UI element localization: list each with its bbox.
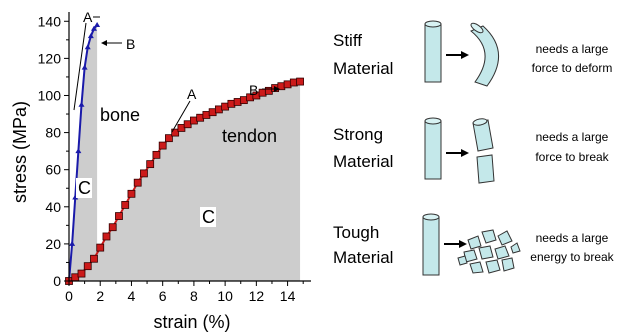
- strong-material-panel: Strong Material needs a large force to b…: [333, 117, 610, 184]
- y-tick-label: 60: [45, 162, 61, 178]
- arrow-icon: [446, 149, 469, 157]
- y-tick-label: 140: [38, 13, 62, 29]
- bone-point: [90, 25, 97, 31]
- bone-point: [94, 21, 101, 27]
- strong-desc-line1: needs a large: [536, 130, 609, 144]
- x-tick-label: 2: [96, 288, 104, 304]
- tendon-point: [158, 141, 167, 150]
- tendon-point: [165, 134, 173, 143]
- bone-line: [68, 24, 98, 282]
- tendon-point: [146, 160, 155, 169]
- tendon-point-b-label: B: [249, 82, 258, 98]
- y-tick-label: 20: [45, 236, 61, 252]
- tendon-point: [133, 178, 142, 187]
- tendon-point: [77, 269, 86, 278]
- tendon-point-b-arrowhead: [274, 86, 280, 92]
- bone-point-a-label: A: [83, 9, 93, 25]
- stiff-desc-line1: needs a large: [536, 42, 609, 56]
- x-tick-label: 6: [159, 288, 167, 304]
- stiff-title-line1: Stiff: [333, 31, 362, 50]
- arrow-icon: [444, 240, 467, 248]
- bone-point-b-label: B: [126, 36, 135, 52]
- x-tick-label: 4: [128, 288, 136, 304]
- stiff-title-line2: Material: [333, 59, 393, 78]
- tendon-point: [102, 232, 111, 241]
- tendon-point: [108, 223, 117, 232]
- bone-area: [69, 24, 98, 281]
- area-fills: [69, 24, 301, 281]
- x-tick-label: 12: [249, 288, 265, 304]
- tough-title-line2: Material: [333, 248, 393, 267]
- stiff-desc-line2: force to deform: [532, 61, 613, 75]
- tendon-area: [69, 81, 301, 281]
- bone-point: [78, 101, 85, 107]
- tendon-point: [121, 201, 130, 209]
- tendon-point: [127, 189, 136, 198]
- tough-desc-line1: needs a large: [536, 231, 609, 245]
- tendon-label: tendon: [222, 126, 277, 146]
- y-tick-label: 40: [45, 199, 61, 215]
- tendon-point-a-leader: [171, 100, 191, 133]
- tendon-point: [115, 212, 123, 220]
- tendon-point: [140, 169, 148, 178]
- bone-point: [72, 194, 79, 200]
- straight-cylinder-icon: [422, 213, 440, 276]
- tendon-point: [171, 128, 180, 137]
- strong-title-line1: Strong: [333, 125, 383, 144]
- bone-point: [75, 148, 82, 154]
- tendon-point: [90, 254, 98, 263]
- tendon-area-label-bg: [200, 207, 216, 227]
- tendon-point-a-label: A: [187, 86, 197, 102]
- strong-title-line2: Material: [333, 152, 393, 171]
- bent-cylinder-icon: [470, 22, 500, 87]
- x-tick-label: 0: [65, 288, 73, 304]
- bone-area-label: C: [78, 178, 91, 198]
- tough-desc-line2: energy to break: [530, 250, 614, 264]
- x-axis-title: strain (%): [153, 312, 230, 332]
- tough-material-panel: Tough Material needs a large energy to b…: [333, 213, 615, 276]
- tendon-point: [296, 77, 304, 86]
- y-axis-title: stress (MPa): [10, 101, 30, 203]
- straight-cylinder-icon: [424, 117, 442, 180]
- bone-point: [84, 44, 91, 50]
- x-tick-label: 14: [280, 288, 296, 304]
- bone-point: [69, 240, 76, 246]
- stiff-material-panel: Stiff Material needs a large force to de…: [333, 20, 613, 87]
- x-tick-label: 10: [217, 288, 233, 304]
- arrow-icon: [446, 51, 469, 59]
- axes: [64, 12, 311, 286]
- tendon-area-label: C: [202, 207, 215, 227]
- bone-label: bone: [100, 105, 140, 125]
- y-tick-label: 100: [38, 87, 62, 103]
- y-tick-label: 80: [45, 125, 61, 141]
- tendon-point: [83, 262, 92, 271]
- tough-title-line1: Tough: [333, 223, 379, 242]
- bone-point-b-arrowhead: [101, 40, 107, 46]
- y-tick-label: 120: [38, 50, 62, 66]
- straight-cylinder-icon: [424, 20, 442, 83]
- y-tick-label: 0: [53, 273, 61, 289]
- strong-desc-line2: force to break: [535, 150, 609, 164]
- broken-cylinder-icon: [472, 118, 495, 184]
- series-markers: [65, 21, 304, 285]
- x-tick-label: 8: [190, 288, 198, 304]
- tendon-point: [96, 243, 105, 252]
- bone-point-a-leader: [73, 22, 87, 111]
- bone-point: [81, 64, 88, 70]
- tendon-point: [152, 150, 161, 159]
- bone-point: [87, 33, 94, 39]
- bone-area-label-bg: [76, 178, 92, 198]
- shattered-fragments-icon: [457, 229, 521, 274]
